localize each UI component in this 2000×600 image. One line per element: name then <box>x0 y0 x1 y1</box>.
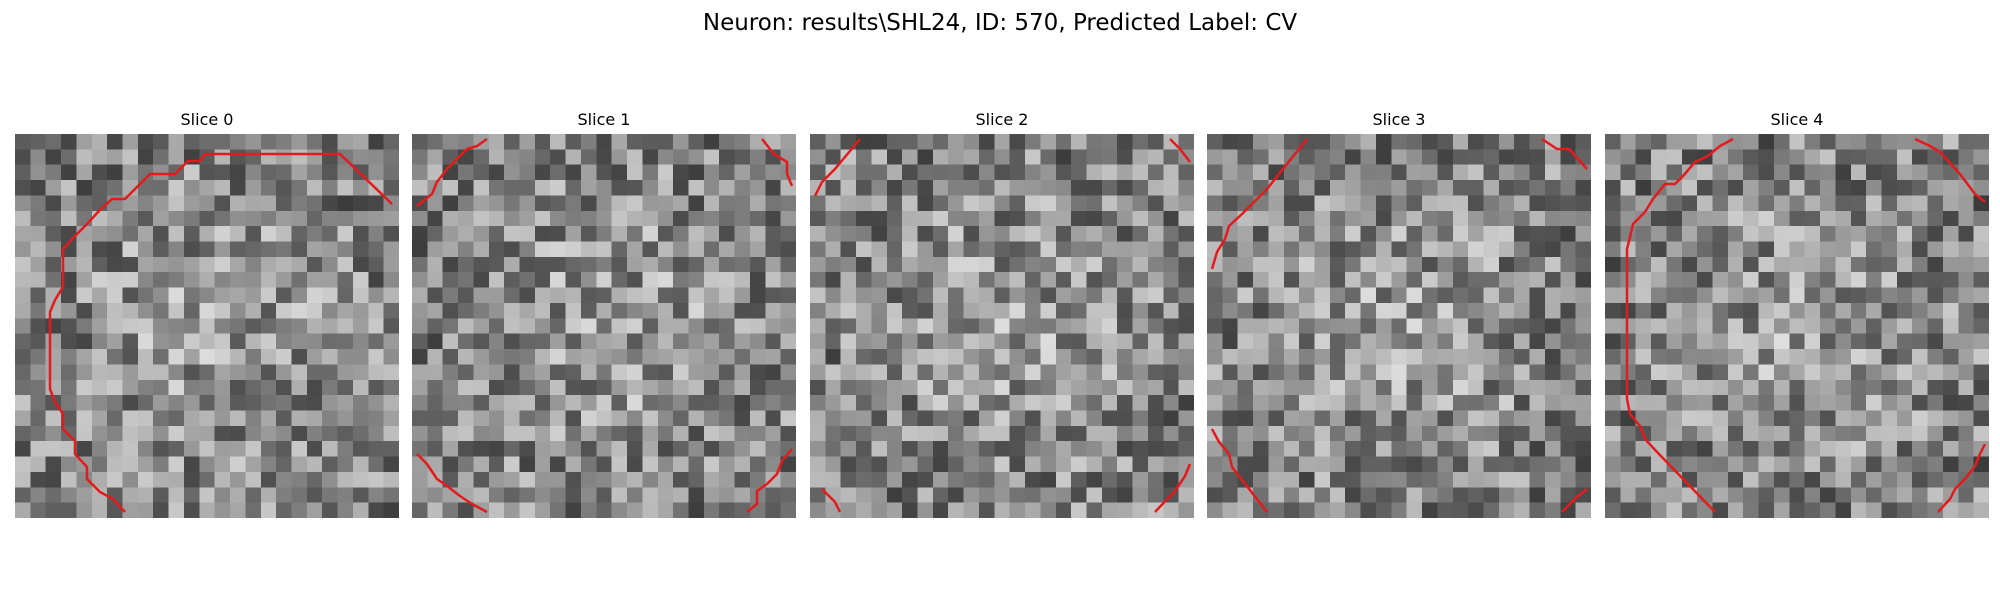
slice-panel-0: Slice 0 <box>15 106 399 518</box>
slice-panel-2: Slice 2 <box>810 106 1194 518</box>
contour-line <box>821 488 842 513</box>
contour-line <box>1154 463 1192 513</box>
contour-line <box>1541 137 1588 170</box>
slice-title: Slice 3 <box>1372 110 1426 129</box>
contour-line <box>813 138 861 197</box>
contour-line <box>1169 138 1191 163</box>
contour-line <box>416 453 488 514</box>
slice-image <box>412 134 796 518</box>
contour-line <box>1625 137 1734 513</box>
slice-image <box>810 134 1194 518</box>
slice-image <box>1605 134 1989 518</box>
contour-line <box>1937 443 1987 513</box>
contour-line <box>48 152 393 513</box>
slice-image <box>1207 134 1591 518</box>
slice-title: Slice 2 <box>975 110 1029 129</box>
contour-line <box>1561 488 1588 513</box>
contour-line <box>1210 428 1268 513</box>
contour-line <box>1210 138 1308 270</box>
slice-panel-4: Slice 4 <box>1605 106 1989 518</box>
contour-line <box>761 138 794 187</box>
contour-line <box>746 448 793 513</box>
figure-title: Neuron: results\SHL24, ID: 570, Predicte… <box>702 10 1298 36</box>
slice-panel-1: Slice 1 <box>412 106 796 518</box>
slice-title: Slice 1 <box>577 110 631 129</box>
contour-line <box>1914 137 1986 203</box>
slice-title: Slice 4 <box>1770 110 1824 129</box>
slice-title: Slice 0 <box>180 110 234 129</box>
slice-panel-3: Slice 3 <box>1207 106 1591 518</box>
slice-image <box>15 134 399 518</box>
contour-line <box>416 137 488 207</box>
